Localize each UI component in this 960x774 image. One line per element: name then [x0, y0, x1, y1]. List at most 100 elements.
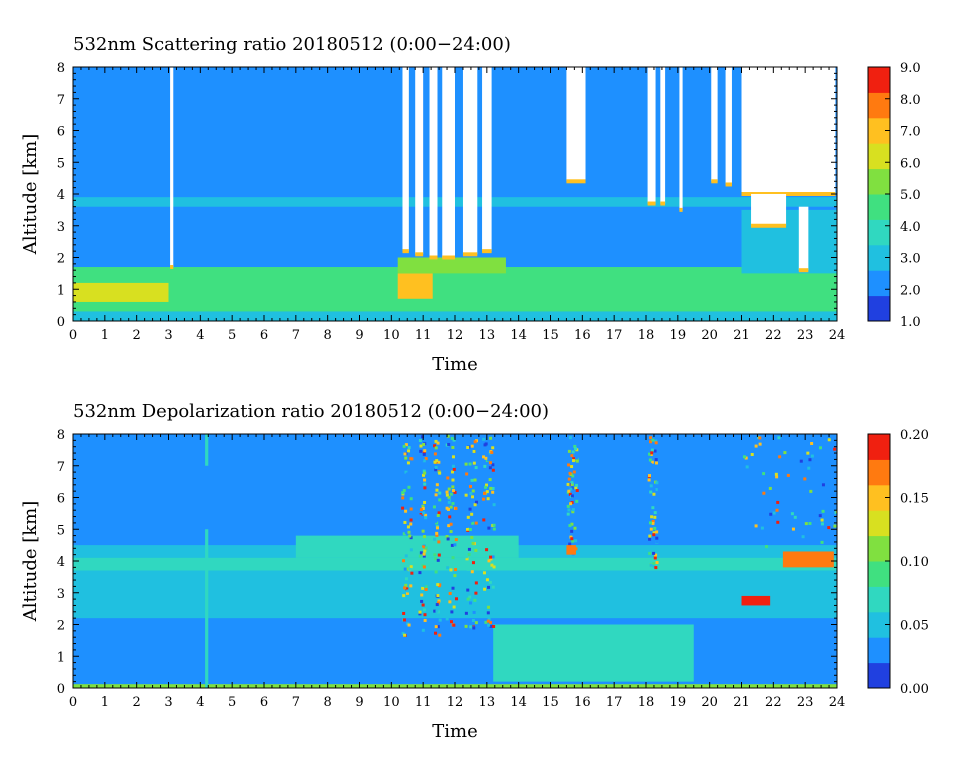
noise-speck — [768, 486, 772, 490]
noise-speck — [652, 551, 656, 555]
cloud-base-edge — [725, 182, 732, 187]
noise-speck — [474, 521, 478, 525]
noise-speck — [446, 507, 450, 511]
noise-speck — [433, 460, 437, 464]
noise-speck — [418, 610, 422, 614]
noise-speck — [648, 458, 652, 462]
noise-speck — [467, 553, 471, 557]
x-tick-label: 21 — [733, 328, 750, 343]
noise-speck — [447, 464, 451, 468]
noise-speck — [448, 515, 452, 519]
colorbar-tick-label: 1.0 — [900, 315, 921, 330]
cloud-blank — [725, 67, 732, 185]
x-tick-label: 18 — [638, 695, 655, 710]
noise-speck — [465, 472, 469, 476]
noise-speck — [434, 557, 438, 561]
noise-speck — [407, 623, 411, 627]
noise-speck — [454, 568, 458, 572]
noise-speck — [483, 491, 487, 495]
noise-speck — [568, 524, 572, 528]
noise-speck — [422, 535, 426, 539]
noise-speck — [405, 472, 409, 476]
noise-speck — [653, 511, 657, 515]
noise-speck — [469, 601, 473, 605]
noise-speck — [409, 515, 413, 519]
noise-speck — [649, 563, 653, 567]
noise-speck — [744, 456, 748, 460]
cloud-base-edge — [402, 249, 409, 254]
heatmap-plot — [73, 434, 837, 688]
noise-speck — [655, 540, 659, 544]
noise-speck — [407, 446, 411, 450]
cloud-base-edge — [660, 201, 666, 206]
noise-speck — [446, 476, 450, 480]
data-layer — [493, 624, 694, 682]
noise-speck — [402, 532, 406, 536]
noise-speck — [435, 603, 439, 607]
noise-speck — [434, 465, 438, 469]
data-layer — [397, 257, 506, 274]
colorbar-swatch — [868, 143, 890, 170]
noise-speck — [806, 451, 810, 455]
heatmap-plot — [73, 67, 837, 321]
cloud-blank — [429, 67, 438, 258]
noise-speck — [446, 566, 450, 570]
noise-speck — [473, 598, 477, 602]
x-tick-label: 0 — [69, 695, 77, 710]
noise-speck — [574, 438, 578, 442]
noise-speck — [571, 450, 575, 454]
colorbar: 0.00 0.05 0.10 0.15 0.20 — [867, 428, 929, 697]
noise-speck — [421, 435, 425, 439]
noise-speck — [469, 484, 473, 488]
y-tick-label: 3 — [57, 587, 65, 602]
noise-speck — [433, 473, 437, 477]
cloud-base-edge — [679, 207, 683, 212]
noise-speck — [435, 483, 439, 487]
noise-speck — [790, 512, 794, 516]
noise-speck — [808, 458, 812, 462]
y-tick-label: 4 — [57, 555, 65, 570]
noise-speck — [767, 478, 771, 482]
noise-speck — [436, 625, 440, 629]
noise-speck — [647, 474, 651, 478]
noise-speck — [778, 455, 782, 459]
noise-speck — [465, 557, 469, 561]
noise-speck — [568, 471, 572, 475]
noise-speck — [650, 515, 654, 519]
noise-speck — [405, 587, 409, 591]
noise-speck — [650, 567, 654, 571]
x-tick-label: 16 — [574, 695, 591, 710]
noise-speck — [649, 527, 653, 531]
colorbar-tick-label: 0.10 — [900, 555, 929, 570]
noise-speck — [777, 436, 781, 440]
noise-speck — [433, 537, 437, 541]
noise-speck — [404, 509, 408, 513]
noise-speck — [649, 484, 653, 488]
noise-speck — [407, 449, 411, 453]
noise-speck — [449, 505, 453, 509]
noise-speck — [408, 567, 412, 571]
noise-speck — [574, 463, 578, 467]
noise-speck — [655, 481, 659, 485]
colorbar-tick-label: 0.20 — [900, 428, 929, 443]
noise-speck — [422, 583, 426, 587]
cloud-base-edge — [170, 265, 174, 270]
noise-speck — [469, 519, 473, 523]
noise-speck — [791, 527, 795, 531]
x-tick-label: 8 — [324, 328, 332, 343]
noise-speck — [469, 491, 473, 495]
noise-speck — [648, 534, 652, 538]
y-axis: 0 1 2 3 4 5 6 7 8 — [57, 428, 837, 697]
noise-speck — [421, 586, 425, 590]
noise-speck — [406, 461, 410, 465]
noise-speck — [818, 446, 822, 450]
noise-speck — [489, 557, 493, 561]
noise-speck — [488, 451, 492, 455]
colorbar-swatch — [868, 586, 890, 613]
cloud-blank — [751, 194, 787, 226]
noise-speck — [403, 520, 407, 524]
noise-speck — [421, 506, 425, 510]
noise-speck — [470, 444, 474, 448]
noise-speck — [484, 485, 488, 489]
noise-speck — [834, 511, 837, 515]
